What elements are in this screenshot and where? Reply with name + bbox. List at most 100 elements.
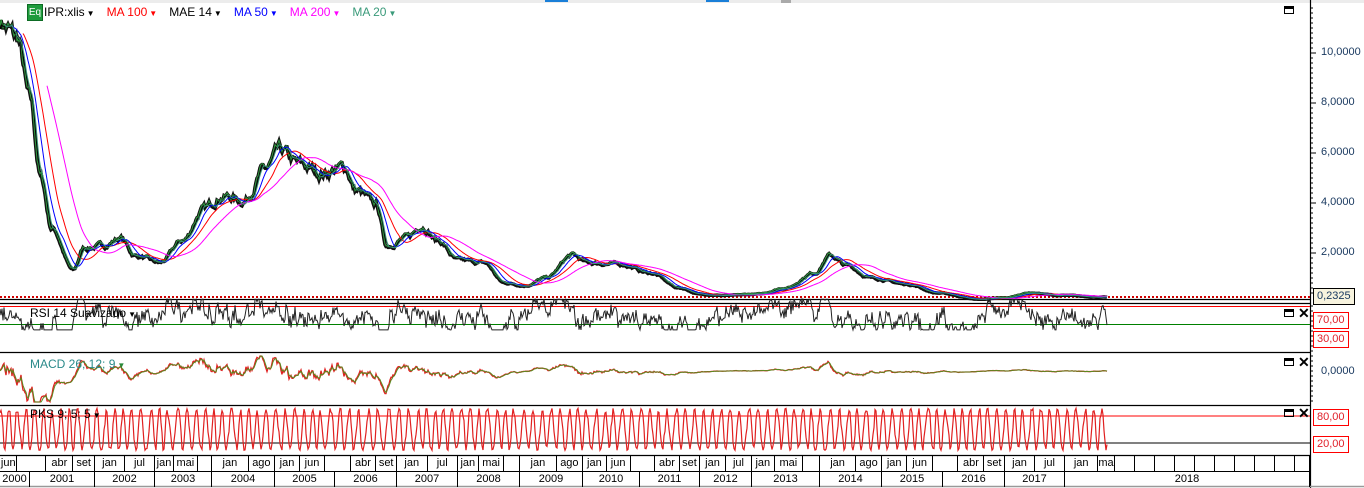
legend-item-1[interactable]: MA 100 ▼	[107, 5, 158, 19]
month-cell[interactable]	[1275, 456, 1295, 471]
month-cell[interactable]: jan	[1005, 456, 1035, 471]
year-cell[interactable]: 2001	[30, 472, 95, 487]
month-cell[interactable]: jul	[1035, 456, 1065, 471]
month-cell[interactable]: jun	[907, 456, 933, 471]
month-cell[interactable]	[17, 456, 47, 471]
month-cell[interactable]: jan	[458, 456, 479, 471]
month-cell[interactable]: set	[376, 456, 397, 471]
close-icon[interactable]: ✕	[1298, 405, 1310, 421]
month-cell[interactable]	[505, 456, 520, 471]
year-cell[interactable]: 2011	[640, 472, 700, 487]
month-cell[interactable]: abr	[655, 456, 680, 471]
month-cell[interactable]: jan	[95, 456, 125, 471]
month-cell[interactable]: jun	[0, 456, 18, 471]
year-cell[interactable]: 2004	[212, 472, 275, 487]
year-cell[interactable]: 2016	[943, 472, 1005, 487]
legend-item-5[interactable]: MA 20 ▼	[352, 5, 396, 19]
legend-item-label: MA 20	[352, 5, 387, 19]
month-cell[interactable]	[1175, 456, 1195, 471]
year-cell[interactable]: 2006	[335, 472, 397, 487]
month-cell[interactable]: jan	[155, 456, 174, 471]
tab-indicator[interactable]	[545, 0, 568, 2]
pks-level-20: 20,00	[1313, 436, 1349, 453]
month-cell[interactable]: set	[680, 456, 700, 471]
maximize-icon[interactable]	[1284, 409, 1294, 417]
month-cell[interactable]: jan	[1065, 456, 1099, 471]
year-cell[interactable]: 2008	[458, 472, 520, 487]
month-cell[interactable]	[1155, 456, 1175, 471]
year-cell[interactable]: 2002	[95, 472, 155, 487]
year-cell[interactable]: 2009	[520, 472, 583, 487]
legend-item-0[interactable]: IPR:xlis ▼	[44, 5, 95, 19]
year-cell[interactable]: 2010	[583, 472, 640, 487]
month-cell[interactable]: ago	[249, 456, 275, 471]
tab-indicator[interactable]	[706, 0, 729, 2]
month-cell[interactable]: jan	[583, 456, 607, 471]
year-cell[interactable]: 2013	[752, 472, 820, 487]
rsi-indicator-label[interactable]: RSI 14 Suavizado ▼	[30, 306, 136, 320]
legend-item-4[interactable]: MA 200 ▼	[290, 5, 341, 19]
month-cell[interactable]: jan	[275, 456, 300, 471]
series-line-ma-20	[3, 24, 1108, 300]
month-cell[interactable]: mai	[1098, 456, 1115, 471]
month-cell[interactable]: abr	[959, 456, 985, 471]
year-cell[interactable]: 2003	[155, 472, 212, 487]
maximize-icon[interactable]	[1284, 309, 1294, 317]
month-cell[interactable]: jan	[752, 456, 775, 471]
month-cell[interactable]: mai	[479, 456, 505, 471]
month-cell[interactable]	[1135, 456, 1155, 471]
month-cell[interactable]: abr	[46, 456, 74, 471]
month-cell[interactable]: ago	[557, 456, 583, 471]
year-cell[interactable]: 2014	[820, 472, 882, 487]
month-cell[interactable]: jul	[726, 456, 752, 471]
price-line-up-candles	[0, 19, 1108, 300]
month-cell[interactable]: mai	[775, 456, 803, 471]
month-cell[interactable]: jan	[520, 456, 557, 471]
close-icon[interactable]: ✕	[1298, 354, 1310, 370]
tab-indicator[interactable]	[781, 0, 791, 3]
month-cell[interactable]	[1295, 456, 1310, 471]
y-axis-tick-label: 4,0000	[1321, 196, 1355, 208]
year-cell[interactable]: 2007	[397, 472, 458, 487]
maximize-icon[interactable]	[1284, 358, 1294, 366]
month-cell[interactable]	[1235, 456, 1255, 471]
month-cell[interactable]	[1195, 456, 1215, 471]
close-icon[interactable]: ✕	[1298, 305, 1310, 321]
month-cell[interactable]: mai	[174, 456, 198, 471]
month-cell[interactable]: jul	[428, 456, 458, 471]
year-cell[interactable]: 2005	[275, 472, 335, 487]
pks-indicator-label[interactable]: PKS 9; 5; 5 ▼	[30, 407, 101, 421]
month-cell[interactable]	[1215, 456, 1235, 471]
rsi-line	[0, 297, 1108, 332]
month-cell[interactable]: jan	[820, 456, 857, 471]
year-cell[interactable]: 2012	[700, 472, 752, 487]
month-cell[interactable]	[325, 456, 351, 471]
year-cell[interactable]: 2017	[1005, 472, 1065, 487]
year-cell[interactable]: 2018	[1065, 472, 1310, 487]
month-cell[interactable]	[803, 456, 820, 471]
legend-item-3[interactable]: MA 50 ▼	[234, 5, 278, 19]
month-cell[interactable]: abr	[351, 456, 377, 471]
month-cell[interactable]	[1115, 456, 1135, 471]
month-cell[interactable]: jul	[125, 456, 155, 471]
month-cell[interactable]: jan	[700, 456, 726, 471]
year-cell[interactable]: 2015	[882, 472, 943, 487]
y-axis-tick-label: 10,0000	[1321, 46, 1361, 58]
month-cell[interactable]: ago	[856, 456, 882, 471]
macd-indicator-label[interactable]: MACD 26; 12; 9 ▼	[30, 357, 125, 371]
month-cell[interactable]	[1255, 456, 1275, 471]
month-cell[interactable]: set	[73, 456, 95, 471]
month-cell[interactable]	[933, 456, 959, 471]
maximize-icon[interactable]	[1284, 6, 1294, 14]
month-cell[interactable]: jan	[882, 456, 908, 471]
month-cell[interactable]	[631, 456, 655, 471]
month-cell[interactable]: set	[984, 456, 1005, 471]
legend-item-2[interactable]: MAE 14 ▼	[169, 5, 222, 19]
month-cell[interactable]: jun	[300, 456, 325, 471]
month-cell[interactable]	[198, 456, 212, 471]
month-cell[interactable]: jun	[607, 456, 631, 471]
month-cell[interactable]: jan	[397, 456, 428, 471]
month-cell[interactable]: jan	[212, 456, 249, 471]
year-cell[interactable]: 2000	[0, 472, 30, 487]
